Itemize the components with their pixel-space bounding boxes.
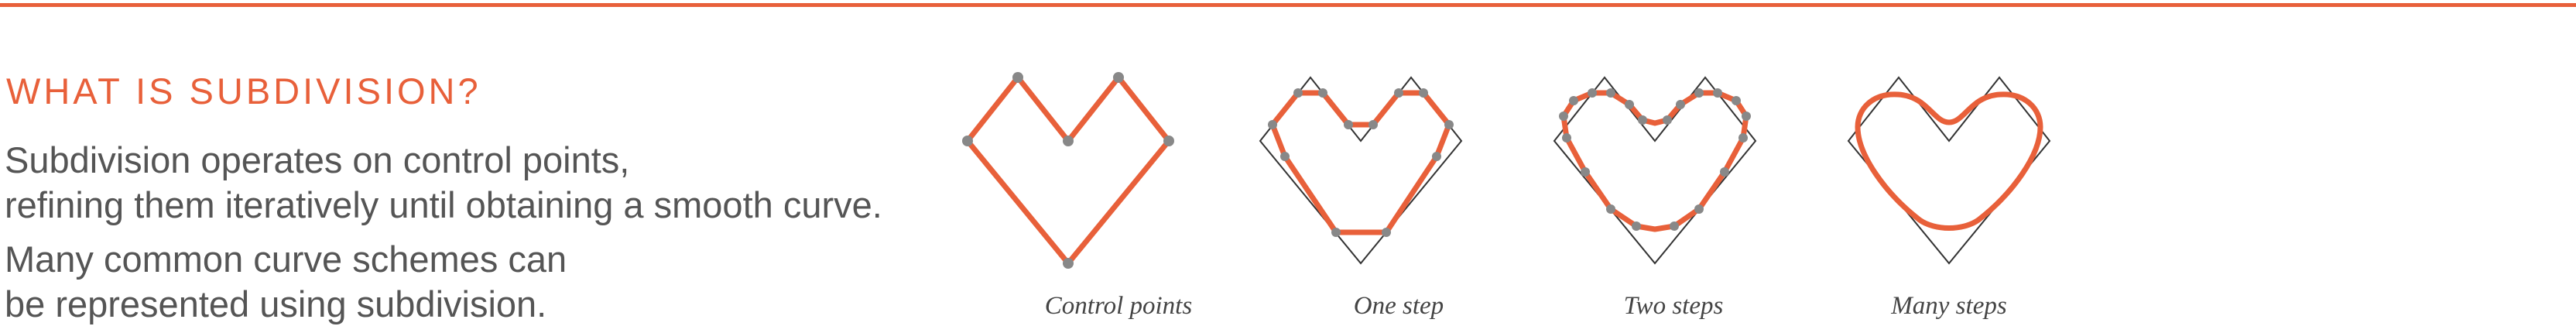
subdivision-point bbox=[1606, 204, 1615, 214]
schemes-line-2: be represented using subdivision. bbox=[5, 283, 547, 324]
top-rule bbox=[0, 3, 2576, 7]
subdivision-point bbox=[1625, 100, 1634, 109]
schemes-paragraph: Many common curve schemes can be represe… bbox=[5, 237, 567, 327]
control-point bbox=[1063, 258, 1074, 269]
control-point bbox=[1012, 72, 1023, 83]
subdivision-point bbox=[1638, 115, 1647, 125]
subdivision-point bbox=[1559, 112, 1568, 121]
subdivision-point bbox=[1588, 88, 1597, 98]
caption-many-steps: Many steps bbox=[1890, 292, 2006, 320]
subdivision-point bbox=[1562, 133, 1571, 142]
subdivision-figures: Control points One step bbox=[962, 72, 2051, 320]
intro-line-2: refining them iteratively until obtainin… bbox=[5, 184, 882, 225]
figure-many-steps: Many steps bbox=[1847, 76, 2051, 320]
subdivision-point bbox=[1720, 167, 1729, 177]
subdivision-point bbox=[1663, 115, 1672, 125]
schemes-line-1: Many common curve schemes can bbox=[5, 239, 567, 280]
subdivided-curve-path bbox=[1560, 90, 1749, 232]
caption-control-points: Control points bbox=[1045, 292, 1192, 320]
control-outline bbox=[1847, 76, 2051, 265]
subdivided-curve-path bbox=[1269, 90, 1452, 235]
subdivision-point bbox=[1293, 88, 1303, 98]
subdivision-point bbox=[1394, 88, 1403, 98]
subdivision-point bbox=[1632, 221, 1641, 231]
limit-curve bbox=[1855, 91, 2043, 231]
control-point bbox=[1063, 136, 1074, 146]
subdivision-point bbox=[1382, 228, 1391, 237]
subdivision-point bbox=[1606, 88, 1615, 98]
control-point bbox=[1113, 72, 1124, 83]
subdivision-point bbox=[1419, 88, 1428, 98]
figure-two-steps: Two steps bbox=[1553, 76, 1757, 320]
control-outline bbox=[1259, 76, 1463, 265]
section-heading: WHAT IS SUBDIVISION? bbox=[6, 70, 481, 112]
subdivision-point bbox=[1368, 120, 1378, 129]
control-point bbox=[962, 136, 973, 146]
subdivision-point bbox=[1713, 88, 1722, 98]
subdivision-point bbox=[1670, 221, 1679, 231]
caption-two-steps: Two steps bbox=[1624, 292, 1724, 320]
subdivision-point bbox=[1331, 228, 1341, 237]
subdivision-point bbox=[1569, 96, 1578, 105]
subdivision-point bbox=[1318, 88, 1327, 98]
intro-line-1: Subdivision operates on control points, bbox=[5, 139, 630, 180]
subdivision-point bbox=[1694, 88, 1704, 98]
control-point bbox=[1163, 136, 1174, 146]
subdivision-point bbox=[1280, 152, 1290, 161]
figure-one-step: One step bbox=[1259, 76, 1463, 320]
subdivision-point bbox=[1742, 112, 1751, 121]
subdivision-point bbox=[1344, 120, 1353, 129]
intro-paragraph: Subdivision operates on control points, … bbox=[5, 138, 882, 228]
subdivision-point bbox=[1581, 167, 1590, 177]
caption-one-step: One step bbox=[1354, 292, 1444, 320]
control-heart-path bbox=[964, 73, 1173, 268]
subdivision-point bbox=[1268, 120, 1277, 129]
subdivision-point bbox=[1676, 100, 1685, 109]
subdivision-point bbox=[1694, 204, 1704, 214]
subdivision-point bbox=[1738, 133, 1748, 142]
subdivision-point bbox=[1432, 152, 1441, 161]
subdivision-point bbox=[1732, 96, 1741, 105]
control-outline bbox=[1553, 76, 1757, 265]
figure-control-points: Control points bbox=[962, 72, 1192, 320]
subdivision-point bbox=[1444, 120, 1454, 129]
